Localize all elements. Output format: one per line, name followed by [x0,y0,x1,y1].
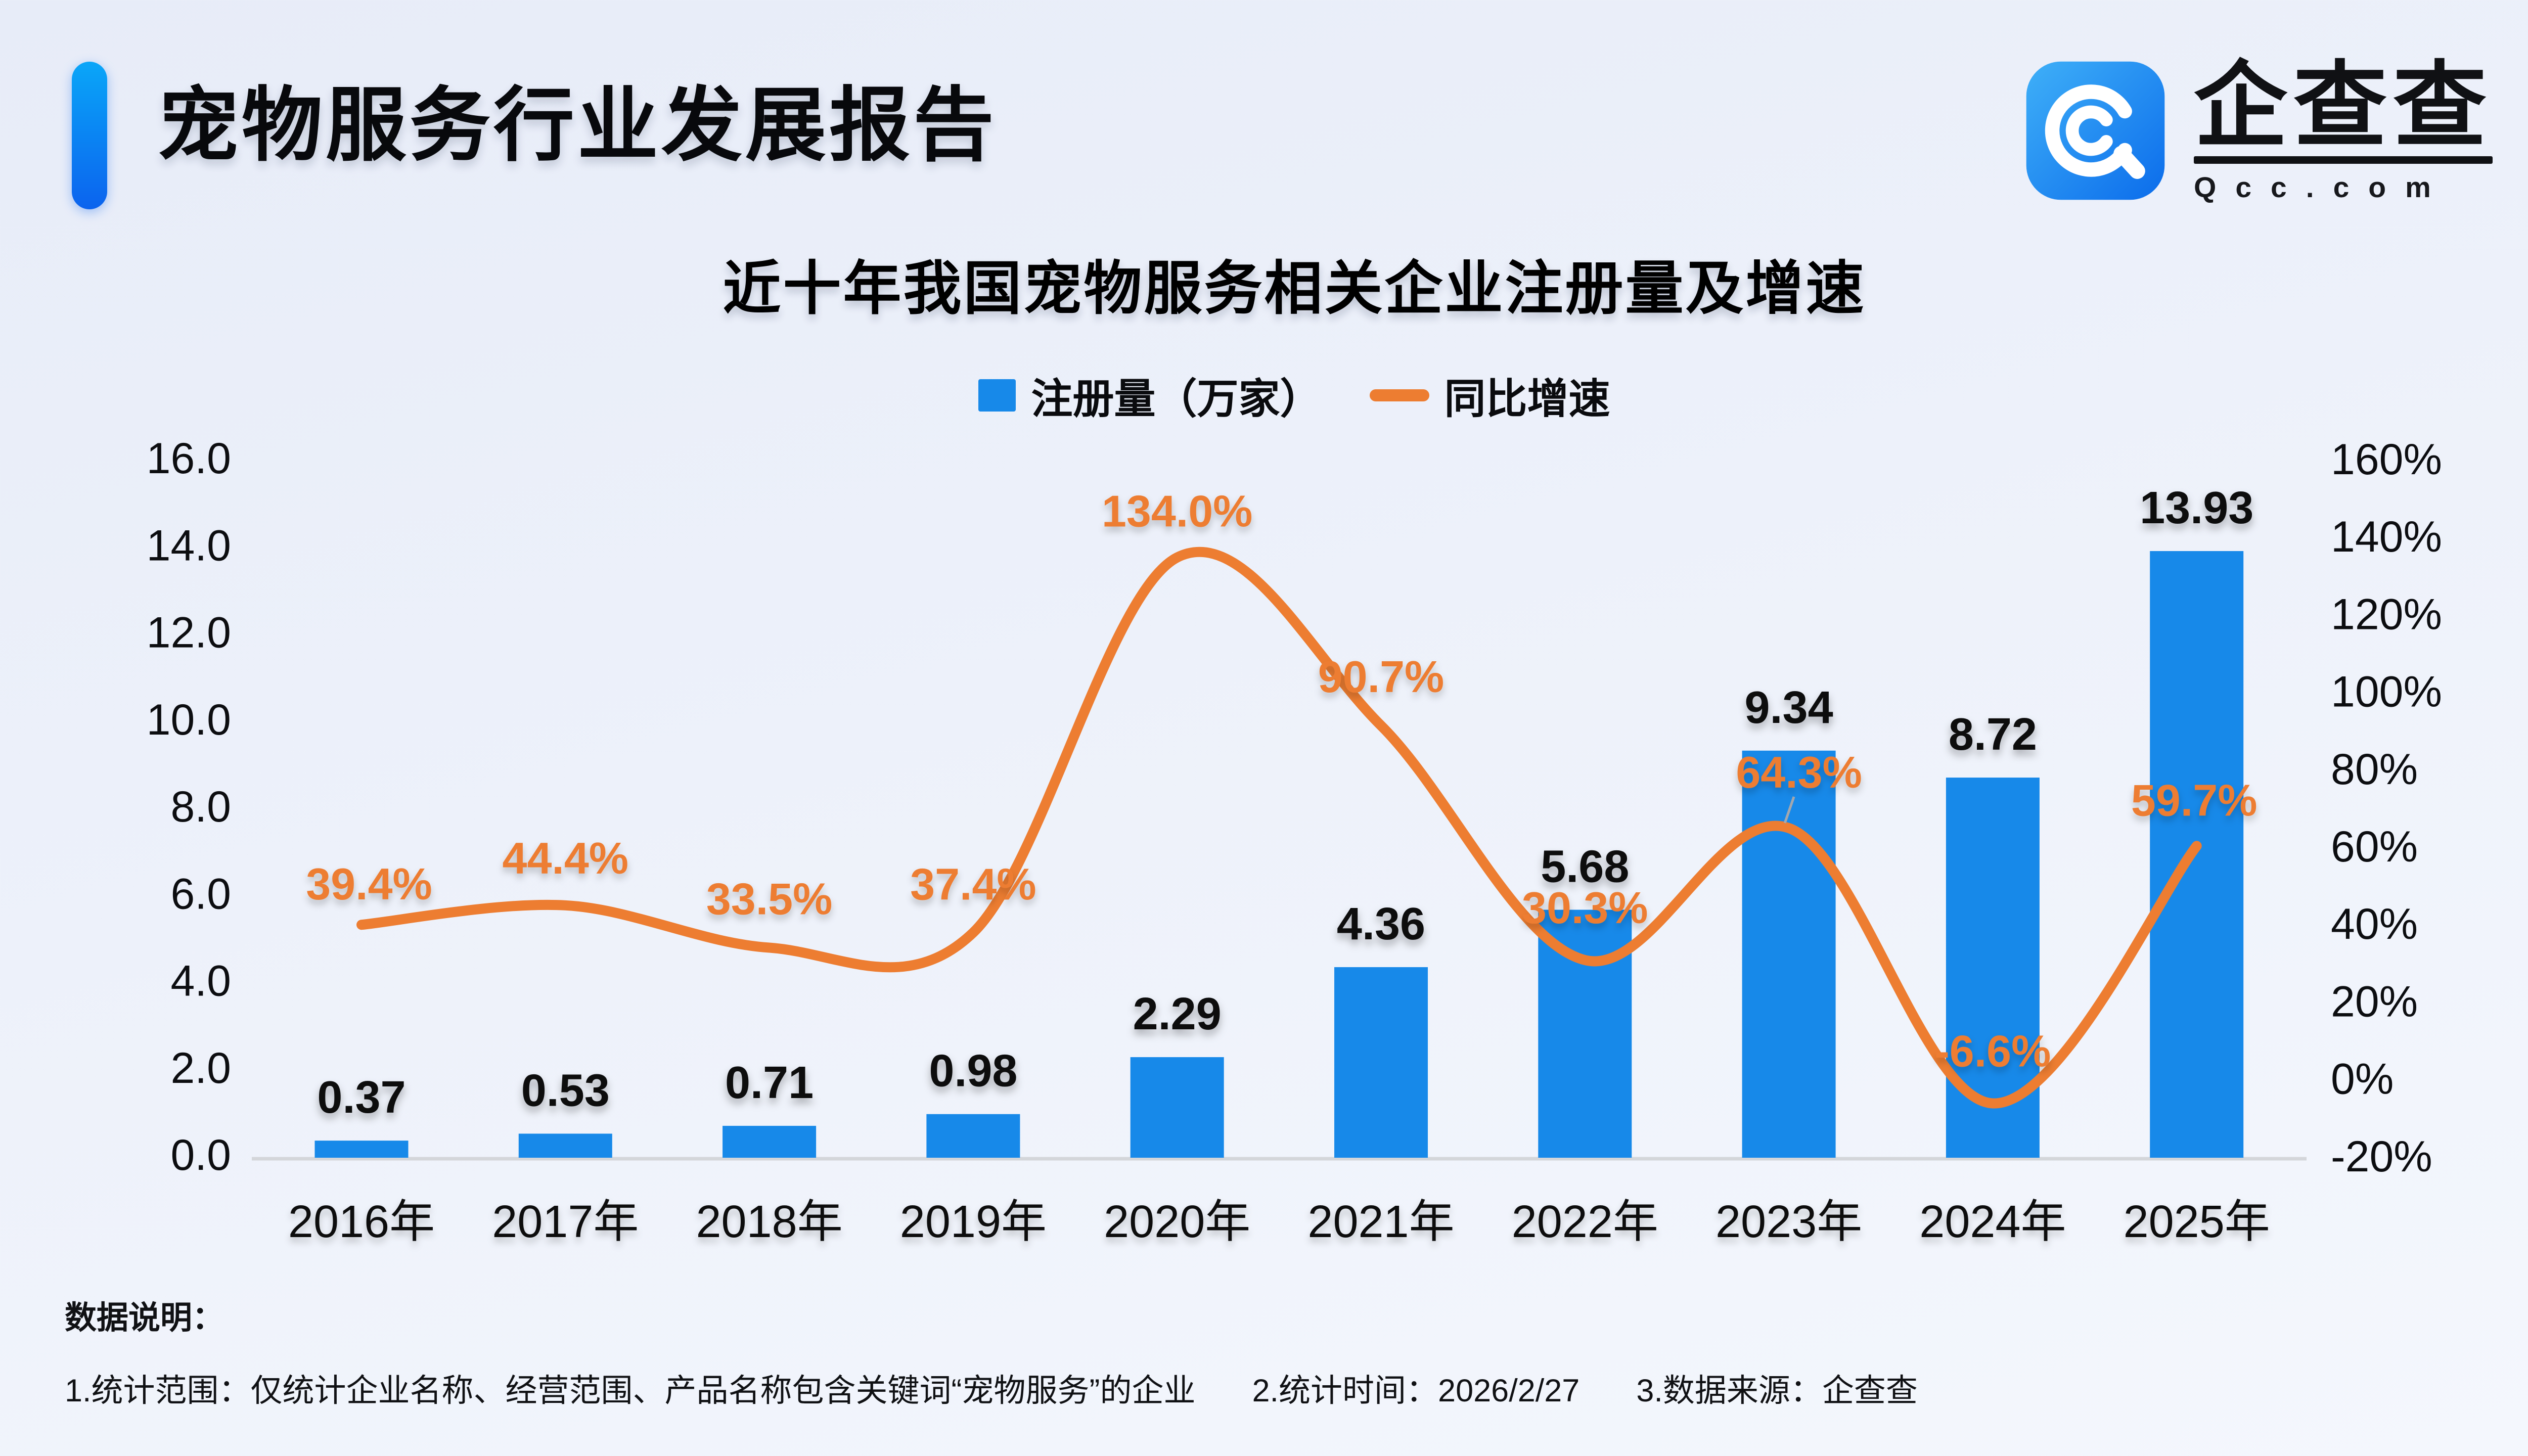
bar-value-label: 4.36 [1337,899,1425,949]
legend-label-registrations: 注册量（万家） [1031,376,1322,422]
header-accent-bar [72,62,107,209]
x-axis-label: 2018年 [696,1197,842,1247]
legend-item-growth: 同比增速 [1369,365,1610,425]
right-axis-tick: 20% [2331,977,2418,1026]
growth-value-label: 64.3% [1736,747,1862,797]
note-scope: 1.统计范围：仅统计企业名称、经营范围、产品名称包含关键词“宠物服务”的企业 [65,1373,1196,1408]
legend-label-growth: 同比增速 [1444,376,1610,422]
right-axis-tick: 60% [2331,823,2418,871]
right-axis-tick: 40% [2331,900,2418,948]
x-axis-label: 2016年 [288,1197,435,1247]
growth-value-label: 44.4% [503,833,629,883]
legend-item-registrations: 注册量（万家） [978,365,1322,425]
bar-2016年 [314,1141,409,1158]
left-axis-tick: 12.0 [147,609,231,657]
left-axis-tick: 8.0 [170,783,231,831]
right-axis-tick: 140% [2331,513,2442,561]
x-axis-label: 2023年 [1716,1197,1862,1247]
bar-value-label: 0.37 [317,1072,405,1123]
bar-value-label: 9.34 [1745,682,1833,733]
bar-value-label: 0.71 [725,1058,814,1108]
combo-chart: 16.0 14.0 12.0 10.0 8.0 6.0 4.0 2.0 0.0 160% 140% 1… [147,434,2442,1247]
growth-value-label: 30.3% [1522,883,1648,933]
growth-value-label: 59.7% [2131,775,2258,825]
x-axis-label: 2019年 [900,1197,1047,1247]
growth-value-label: 39.4% [306,859,432,909]
page-title: 宠物服务行业发展报告 [158,80,998,170]
left-axis-tick: 14.0 [147,521,231,570]
right-axis-tick: 160% [2331,435,2442,484]
bar-value-label: 5.68 [1541,842,1629,892]
chart-legend: 注册量（万家） 同比增速 [0,365,2528,425]
right-axis-tick: 80% [2331,745,2418,794]
bar-series-swatch [978,379,1016,412]
bar-value-label: 0.53 [521,1065,610,1116]
left-axis-tick: 4.0 [170,957,231,1006]
left-axis-tick: 6.0 [170,870,231,918]
line-series-swatch [1369,389,1429,401]
left-axis-tick: 2.0 [170,1044,231,1093]
bar-value-label: 2.29 [1133,989,1222,1039]
bar-2021年 [1334,967,1428,1158]
qcc-app-icon [2023,59,2168,203]
x-axis-label: 2020年 [1104,1197,1250,1247]
label-leader-line [1783,796,1795,824]
right-axis-tick: 0% [2331,1055,2394,1104]
notes-heading: 数据说明： [65,1300,224,1336]
logo-domain: Qcc.com [2194,171,2450,204]
logo-brand-name: 企查查 [2194,54,2493,158]
growth-value-label: 134.0% [1102,486,1252,536]
left-axis-tick: 16.0 [147,434,231,483]
x-axis-label: 2021年 [1307,1197,1454,1247]
x-axis-label: 2022年 [1512,1197,1658,1247]
bar-2019年 [926,1114,1020,1158]
bar-2018年 [723,1125,817,1158]
bar-2017年 [518,1133,612,1158]
bar-value-label: 0.98 [929,1046,1017,1097]
bar-value-label: 13.93 [2140,483,2253,533]
bar-2023年 [1742,750,1836,1158]
x-axis-label: 2025年 [2124,1197,2270,1247]
growth-value-label: 33.5% [706,874,833,924]
qcc-logo: 企查查 Qcc.com [2023,59,2493,204]
x-axis-label: 2017年 [492,1197,639,1247]
notes-line: 1.统计范围：仅统计企业名称、经营范围、产品名称包含关键词“宠物服务”的企业 2… [65,1365,1918,1411]
qcc-logo-text: 企查查 Qcc.com [2194,59,2493,204]
growth-value-label: 90.7% [1318,652,1444,702]
x-axis-label: 2024年 [1919,1197,2066,1247]
growth-value-label: 37.4% [910,859,1036,909]
logo-underline [2194,156,2493,164]
right-axis-tick: -20% [2331,1132,2432,1181]
left-axis-tick: 10.0 [147,696,231,744]
right-axis-tick: 120% [2331,590,2442,639]
right-axis-tick: 100% [2331,668,2442,716]
growth-line [356,547,2202,1109]
bar-value-label: 8.72 [1949,709,2037,760]
growth-value-label: -6.6% [1934,1026,2051,1076]
bar-2020年 [1130,1057,1224,1158]
chart-title: 近十年我国宠物服务相关企业注册量及增速 [723,256,1866,321]
left-axis-tick: 0.0 [170,1131,231,1179]
note-date: 2.统计时间：2026/2/27 [1252,1373,1580,1408]
note-source: 3.数据来源：企查查 [1636,1373,1918,1408]
